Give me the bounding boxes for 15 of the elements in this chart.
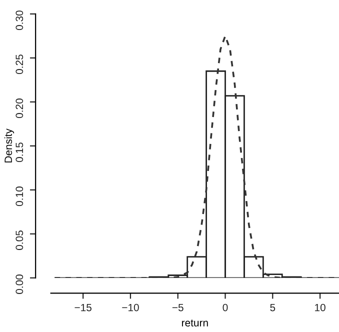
x-tick-label: −5 (172, 304, 184, 312)
x-tick-label: 10 (315, 304, 326, 312)
x-axis-title: return (182, 320, 208, 326)
y-axis-title: Density (4, 128, 14, 162)
x-tick-label: −15 (74, 304, 92, 312)
y-tick-label: 0.05 (16, 230, 24, 250)
y-tick-label: 0.20 (16, 98, 24, 118)
y-tick-label: 0.00 (16, 274, 24, 294)
y-tick-label: 0.15 (16, 142, 24, 162)
x-tick-label: 0 (222, 304, 228, 312)
y-tick-label: 0.25 (16, 54, 24, 74)
y-tick-label: 0.30 (16, 10, 24, 30)
x-tick-label: −10 (122, 304, 139, 312)
x-tick-label: 5 (270, 304, 276, 312)
y-tick-label: 0.10 (16, 186, 24, 206)
